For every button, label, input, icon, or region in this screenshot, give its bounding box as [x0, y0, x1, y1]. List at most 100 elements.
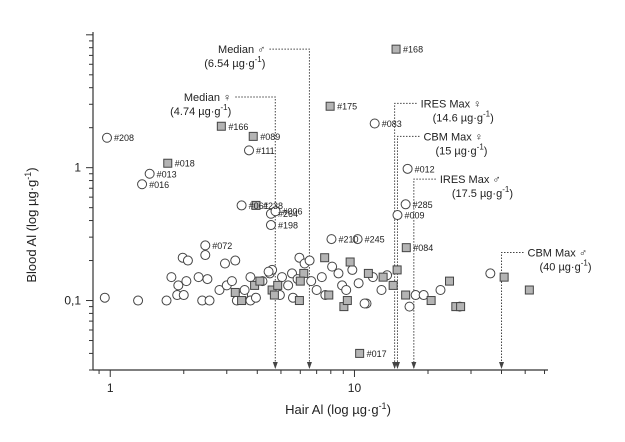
annotation-title: IRES Max ♂: [440, 174, 501, 186]
data-point-circle: [304, 255, 315, 266]
y-axis-label: Blood Al (log µg·g-1): [23, 167, 39, 282]
annotation-arrowhead: [272, 362, 278, 369]
data-point-square: [269, 290, 279, 300]
point-id-label: #009: [404, 211, 424, 221]
point-id-label: #061: [249, 201, 269, 211]
data-point-circle: [99, 292, 110, 303]
x-axis-label: Hair Al (log µg·g-1): [285, 401, 391, 417]
annotation-value: (40 µg·g-1): [540, 258, 592, 273]
point-id-label: #012: [415, 164, 435, 174]
point-id-label: #238: [263, 201, 283, 211]
data-point-circle: [226, 276, 237, 287]
data-point-circle: [173, 280, 184, 291]
data-point-circle: [137, 179, 148, 190]
annotation-title: Median ♂: [218, 44, 265, 56]
data-point-circle: [418, 290, 429, 301]
point-id-label: #013: [157, 169, 177, 179]
data-point-circle: [402, 163, 413, 174]
annotation-arrowhead: [306, 362, 312, 369]
point-id-label: #198: [278, 221, 298, 231]
data-point-square: [320, 253, 330, 263]
point-id-label: #285: [413, 200, 433, 210]
data-point-square: [392, 265, 402, 275]
data-point-circle: [263, 266, 274, 277]
data-point-square: [299, 268, 309, 278]
annotation-line: [501, 251, 524, 368]
reference-annotation: CBM Max ♀(15 µg·g-1): [394, 131, 487, 369]
data-point-circle: [265, 220, 276, 231]
point-id-label: #168: [403, 45, 423, 55]
data-point-circle: [353, 278, 364, 289]
data-point-circle: [193, 272, 204, 283]
data-point-circle: [214, 285, 225, 296]
data-point-circle: [245, 272, 256, 283]
point-id-label: #018: [175, 159, 195, 169]
data-point-square: [237, 296, 247, 306]
data-point-circle: [270, 206, 281, 217]
reference-annotation: Median ♀(4.74 µg·g-1): [170, 92, 278, 369]
data-point-circle: [369, 118, 380, 129]
data-point-square: [295, 276, 305, 286]
data-point-square: [388, 280, 398, 290]
data-point-circle: [102, 132, 113, 143]
data-point-square: [401, 290, 411, 300]
x-tick-label: 10: [348, 381, 362, 395]
annotation-value: (4.74 µg·g-1): [170, 103, 231, 118]
data-point-circle: [400, 199, 411, 210]
reference-annotation: CBM Max ♂(40 µg·g-1): [499, 247, 592, 369]
data-point-square: [163, 158, 173, 168]
data-point-circle: [435, 285, 446, 296]
point-id-label: #006: [283, 207, 303, 217]
point-id-label: #245: [365, 235, 385, 245]
data-point-circle: [376, 285, 387, 296]
data-point-square: [456, 302, 466, 312]
annotation-arrowhead: [394, 362, 400, 369]
data-point-circle: [392, 210, 403, 221]
data-point-circle: [202, 274, 213, 285]
point-labels: #208 #018#013#016 #166 #089 #111 #061#238#264…: [114, 45, 435, 359]
data-point-circle: [133, 295, 144, 306]
data-point-square: [401, 243, 411, 253]
point-id-label: #166: [228, 122, 248, 132]
data-point-square: [342, 296, 352, 306]
data-point-square: [255, 276, 265, 286]
data-point-circle: [341, 285, 352, 296]
point-id-label: #084: [413, 243, 433, 253]
data-point-circle: [166, 272, 177, 283]
point-id-label: #175: [337, 102, 357, 112]
axes: 1 10 0,1 1: [64, 32, 548, 395]
annotation-line: [396, 135, 420, 368]
data-point-circle: [204, 295, 215, 306]
point-id-label: #208: [114, 133, 134, 143]
data-point-square: [230, 287, 240, 297]
point-id-label: #111: [256, 146, 275, 156]
data-point-square: [273, 280, 283, 290]
data-point-circle: [200, 240, 211, 251]
data-point-circle: [239, 285, 250, 296]
data-point-circle: [219, 258, 230, 269]
data-point-circle: [485, 268, 496, 279]
data-point-square: [294, 296, 304, 306]
data-point-square: [445, 276, 455, 286]
annotation-value: (14.6 µg·g-1): [433, 109, 494, 124]
data-point-circle: [404, 301, 415, 312]
data-point-circle: [283, 280, 294, 291]
data-point-square: [363, 268, 373, 278]
data-point-square: [325, 101, 335, 111]
data-point-circle: [244, 145, 255, 156]
data-point-square: [524, 285, 534, 295]
data-point-circle: [326, 234, 337, 245]
annotation-title: CBM Max ♂: [528, 247, 588, 259]
reference-annotation: IRES Max ♀(14.6 µg·g-1): [392, 98, 494, 369]
point-id-label: #210: [338, 235, 358, 245]
data-point-square: [248, 131, 258, 141]
annotations: Median ♂(6.54 µg·g-1) Median ♀(4.74 µg·g-…: [170, 44, 592, 369]
point-id-label: #089: [260, 132, 280, 142]
data-point-circle: [347, 264, 358, 275]
data-point-square: [355, 348, 365, 358]
data-point-square: [216, 121, 226, 131]
data-point-circle: [181, 276, 192, 287]
data-point-square: [391, 44, 401, 54]
